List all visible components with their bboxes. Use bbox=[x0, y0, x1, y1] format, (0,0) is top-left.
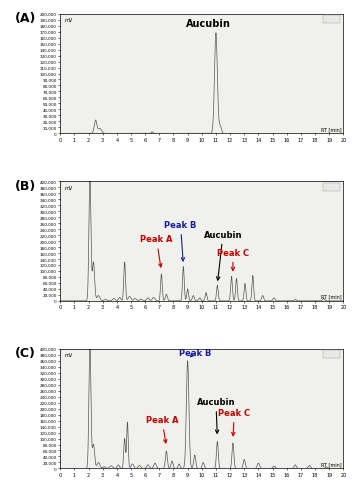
Text: Peak C: Peak C bbox=[217, 248, 249, 271]
Text: Peak B: Peak B bbox=[164, 221, 197, 262]
Text: Peak A: Peak A bbox=[146, 415, 178, 443]
Text: Peak C: Peak C bbox=[218, 408, 250, 436]
Text: Aucubin: Aucubin bbox=[187, 19, 231, 29]
Text: (C): (C) bbox=[15, 346, 36, 360]
Text: mV: mV bbox=[64, 18, 73, 23]
Text: RT [min]: RT [min] bbox=[321, 127, 342, 132]
Text: (A): (A) bbox=[15, 12, 36, 25]
Text: RT [min]: RT [min] bbox=[321, 294, 342, 299]
Text: Peak A: Peak A bbox=[140, 235, 173, 267]
Text: (B): (B) bbox=[15, 180, 36, 192]
Text: mV: mV bbox=[64, 353, 73, 358]
Text: Peak B: Peak B bbox=[178, 348, 211, 357]
Text: Aucubin: Aucubin bbox=[204, 230, 242, 281]
Text: RT [min]: RT [min] bbox=[321, 461, 342, 466]
Text: Aucubin: Aucubin bbox=[197, 397, 235, 433]
Text: mV: mV bbox=[64, 185, 73, 190]
